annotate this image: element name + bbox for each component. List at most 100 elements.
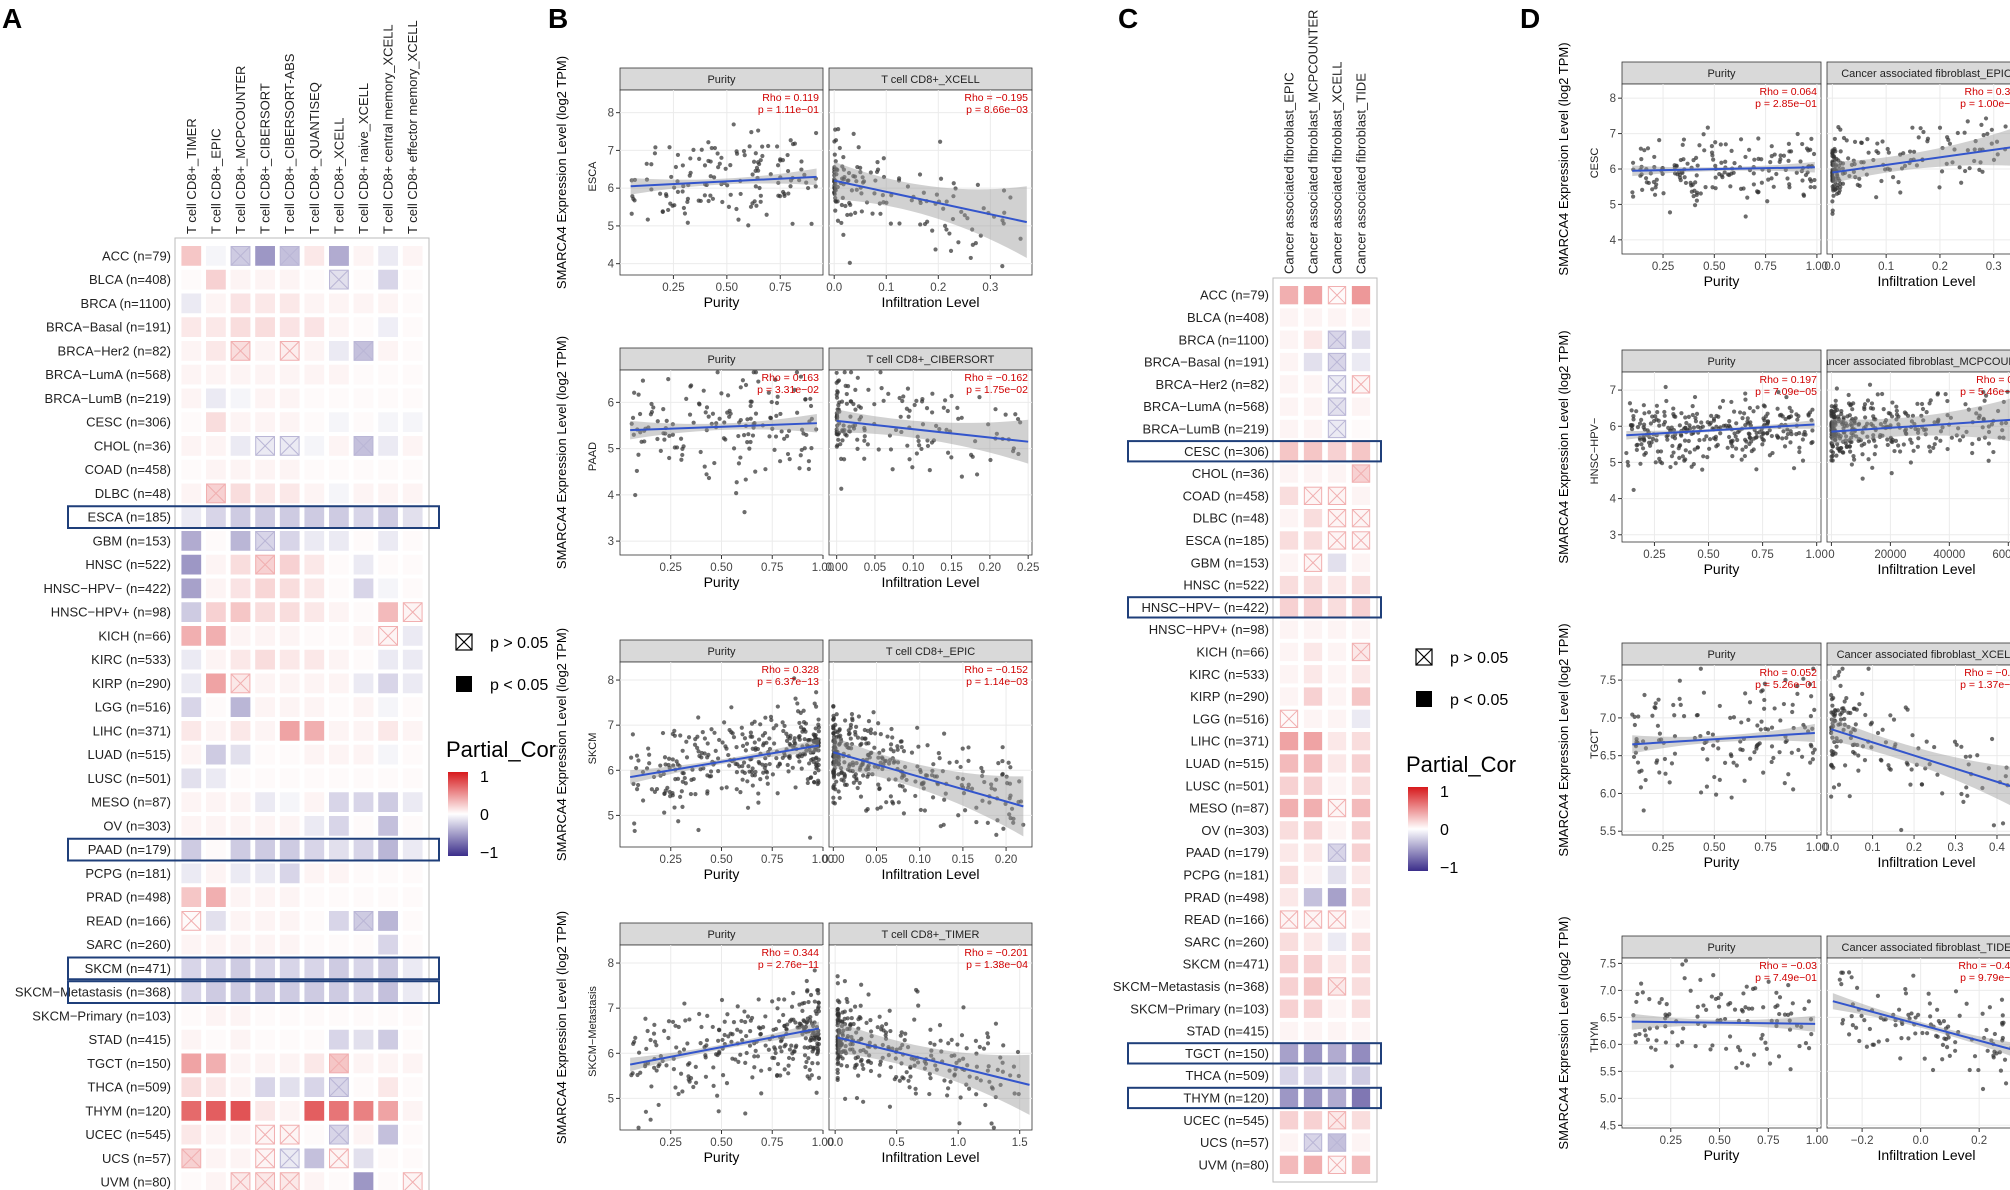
heatmap-cell xyxy=(402,839,423,860)
data-point xyxy=(1723,142,1728,147)
data-point xyxy=(680,189,685,194)
data-point xyxy=(1635,760,1641,765)
data-point xyxy=(936,751,941,756)
heatmap-cell xyxy=(402,1101,423,1121)
data-point xyxy=(974,819,979,825)
data-point xyxy=(1834,744,1839,749)
heatmap-cell xyxy=(206,911,226,931)
data-point xyxy=(994,777,999,782)
heatmap-cell xyxy=(1351,598,1371,617)
y-tick-label: 4.5 xyxy=(1600,1120,1616,1132)
data-point xyxy=(1722,170,1727,175)
data-point xyxy=(747,144,752,149)
data-point xyxy=(1633,1040,1638,1045)
colorbar xyxy=(1408,787,1428,871)
data-point xyxy=(922,1066,927,1071)
heatmap-cell xyxy=(230,364,251,385)
data-point xyxy=(1833,708,1838,713)
data-point xyxy=(1833,420,1838,426)
data-point xyxy=(716,768,721,774)
heatmap-cell xyxy=(230,1006,251,1026)
ns-cross-box xyxy=(255,436,275,456)
data-point xyxy=(1693,419,1699,424)
data-point xyxy=(1914,762,1919,767)
data-point xyxy=(1906,1012,1911,1017)
data-point xyxy=(843,718,848,723)
heatmap-cell xyxy=(353,1077,374,1097)
data-point xyxy=(716,1027,722,1032)
data-point xyxy=(797,178,802,183)
data-point xyxy=(2001,399,2006,405)
y-tick-label: 7 xyxy=(1610,385,1616,397)
data-point xyxy=(861,179,867,184)
data-point xyxy=(1830,703,1835,708)
data-point xyxy=(784,738,790,744)
panel-label-B: B xyxy=(548,3,568,34)
data-point xyxy=(788,178,794,183)
data-point xyxy=(722,720,727,725)
heatmap-cell xyxy=(1279,1088,1299,1108)
y-tick-label: 7.0 xyxy=(1600,985,1616,997)
data-point xyxy=(782,436,787,441)
data-point xyxy=(854,776,859,781)
ns-cross-line xyxy=(182,1149,201,1168)
heatmap-cell xyxy=(1279,330,1299,349)
facet-strip-label: Cancer associated fibroblast_TIDE xyxy=(1842,942,2010,954)
heatmap-cell xyxy=(181,721,202,741)
ns-cross-box xyxy=(230,246,251,266)
heatmap-cell xyxy=(206,554,226,575)
data-point xyxy=(1946,1035,1951,1040)
data-point xyxy=(1647,435,1652,440)
heatmap-cell xyxy=(206,649,226,670)
data-point xyxy=(1671,427,1677,433)
y-tick-label: 5 xyxy=(608,810,614,822)
data-point xyxy=(1776,390,1781,395)
x-axis-label: Infiltration Level xyxy=(1877,273,1975,289)
data-point xyxy=(688,384,693,389)
data-point xyxy=(848,746,854,751)
y-tick-label: 8 xyxy=(1610,93,1616,105)
data-point xyxy=(1711,743,1716,748)
data-point xyxy=(1655,449,1661,454)
data-point xyxy=(719,391,724,396)
heatmap-cell xyxy=(1303,754,1323,773)
heatmap-cell xyxy=(304,911,325,931)
y-tick-label: 7 xyxy=(608,720,614,732)
data-point xyxy=(666,376,671,382)
heatmap-cell xyxy=(181,459,202,480)
data-point xyxy=(1671,406,1676,411)
data-point xyxy=(1751,1052,1757,1057)
data-point xyxy=(1846,710,1851,715)
data-point xyxy=(841,167,847,172)
data-point xyxy=(854,1030,859,1035)
data-point xyxy=(1710,732,1715,737)
heatmap-cell xyxy=(329,839,349,860)
heatmap-cell xyxy=(181,269,202,290)
row-label: READ (n=166) xyxy=(86,913,171,928)
highlight-box xyxy=(67,980,440,1004)
heatmap-cell xyxy=(206,317,226,337)
data-point xyxy=(1852,457,1857,462)
data-point xyxy=(1991,449,1996,455)
data-point xyxy=(1742,437,1748,442)
data-point xyxy=(1665,437,1670,442)
heatmap-cell xyxy=(1351,1044,1371,1063)
data-point xyxy=(750,734,755,739)
data-point xyxy=(765,781,770,786)
data-point xyxy=(839,202,844,208)
data-point xyxy=(789,1004,795,1009)
data-point xyxy=(886,1045,891,1050)
data-point xyxy=(786,769,791,774)
data-point xyxy=(1695,1004,1700,1010)
data-point xyxy=(849,188,855,193)
data-point xyxy=(691,1084,696,1090)
data-point xyxy=(949,1037,954,1042)
data-point xyxy=(1728,184,1733,189)
heatmap-cell xyxy=(279,839,300,860)
data-point xyxy=(1698,191,1703,196)
data-point xyxy=(802,172,807,177)
data-point xyxy=(682,211,688,216)
data-point xyxy=(668,794,673,799)
heatmap-cell xyxy=(206,673,226,694)
data-point xyxy=(662,791,667,797)
